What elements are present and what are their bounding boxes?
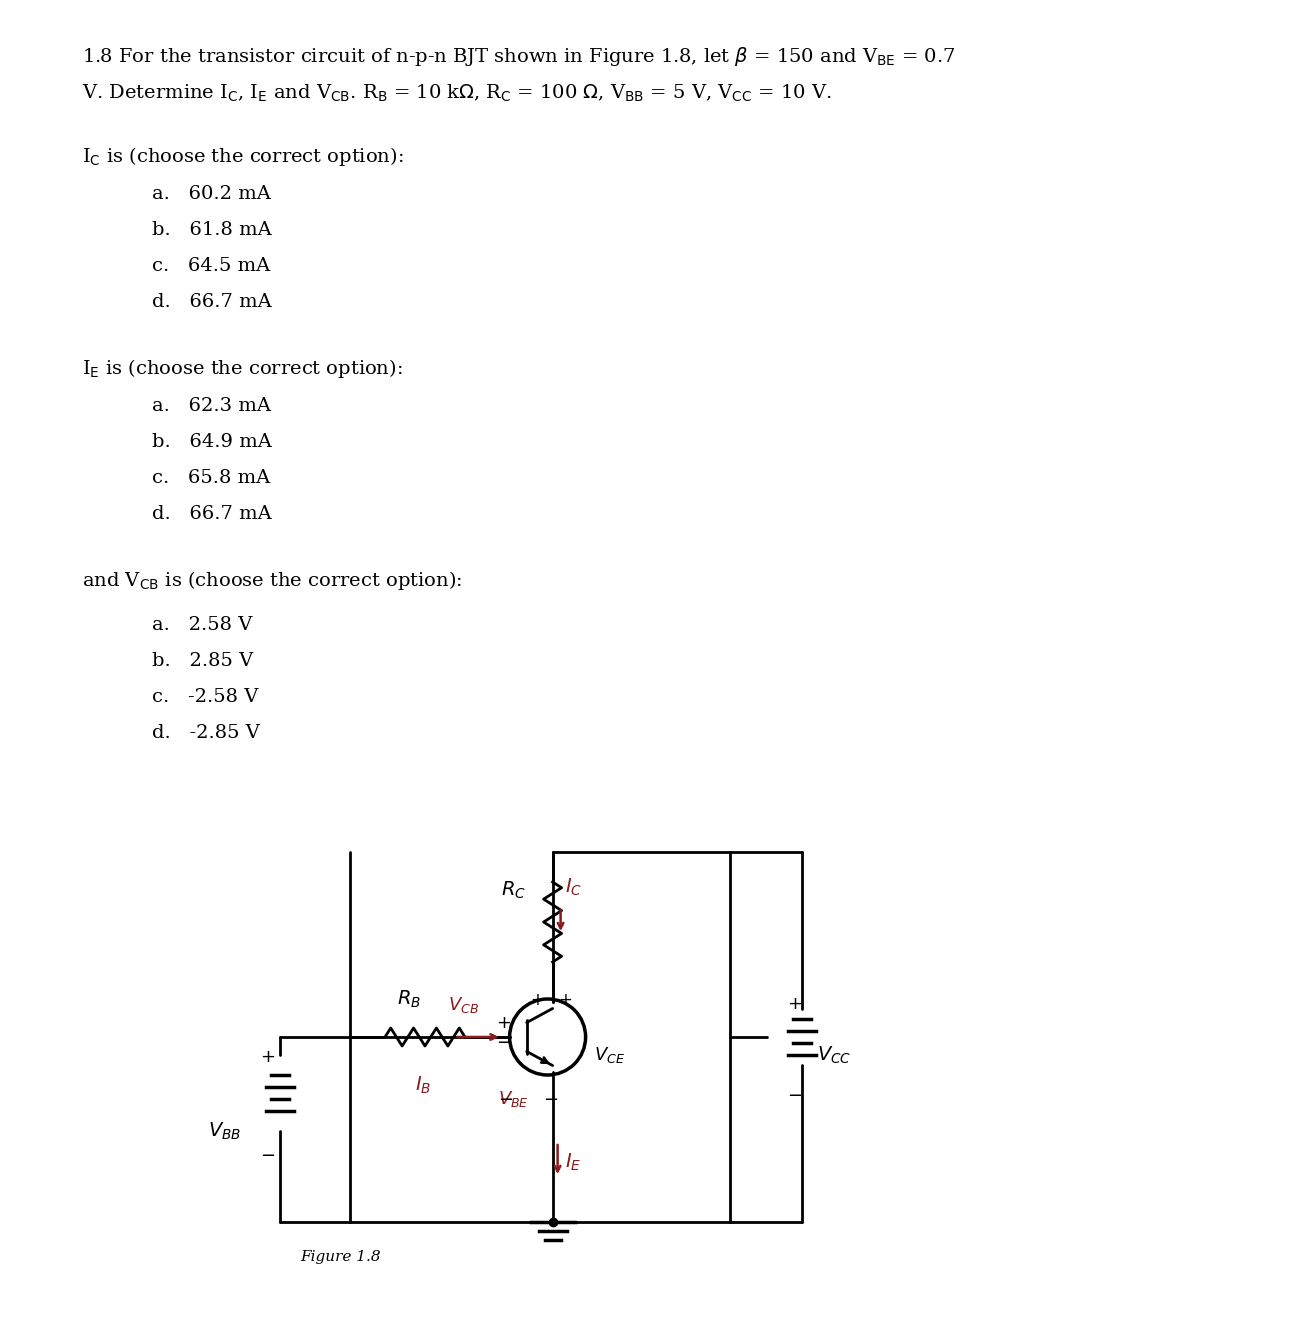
Text: $-$: $-$ [543, 1089, 557, 1108]
Text: $-$: $-$ [495, 1033, 511, 1050]
Text: V. Determine I$_\mathrm{C}$, I$_\mathrm{E}$ and V$_\mathrm{CB}$. R$_\mathrm{B}$ : V. Determine I$_\mathrm{C}$, I$_\mathrm{… [83, 83, 832, 104]
Text: d.   66.7 mA: d. 66.7 mA [152, 292, 272, 311]
Text: a.   62.3 mA: a. 62.3 mA [152, 396, 271, 415]
Text: b.   61.8 mA: b. 61.8 mA [152, 221, 272, 238]
Text: $V_{BB}$: $V_{BB}$ [208, 1121, 241, 1142]
Text: I$_\mathrm{C}$ is (choose the correct option):: I$_\mathrm{C}$ is (choose the correct op… [83, 145, 404, 169]
Text: $+$: $+$ [557, 992, 571, 1009]
Text: $-$: $-$ [261, 1144, 275, 1163]
Text: $I_E$: $I_E$ [565, 1152, 580, 1173]
Text: a.   60.2 mA: a. 60.2 mA [152, 184, 271, 203]
Text: I$_\mathrm{E}$ is (choose the correct option):: I$_\mathrm{E}$ is (choose the correct op… [83, 357, 402, 381]
Text: $+$: $+$ [261, 1047, 275, 1065]
Text: a.   2.58 V: a. 2.58 V [152, 616, 253, 633]
Text: $I_C$: $I_C$ [565, 877, 582, 898]
Text: $-$: $-$ [498, 1089, 512, 1108]
Text: $R_C$: $R_C$ [501, 880, 525, 901]
Text: $R_B$: $R_B$ [397, 989, 421, 1010]
Text: $V_{BE}$: $V_{BE}$ [498, 1089, 529, 1109]
Text: $V_{CE}$: $V_{CE}$ [593, 1044, 624, 1065]
Text: and V$_\mathrm{CB}$ is (choose the correct option):: and V$_\mathrm{CB}$ is (choose the corre… [83, 569, 462, 593]
Text: $+$: $+$ [495, 1014, 511, 1033]
Text: c.   -2.58 V: c. -2.58 V [152, 687, 258, 706]
Text: b.   2.85 V: b. 2.85 V [152, 652, 253, 670]
Text: d.   66.7 mA: d. 66.7 mA [152, 504, 272, 523]
Text: $+$: $+$ [787, 996, 802, 1013]
Text: 1.8 For the transistor circuit of n-p-n BJT shown in Figure 1.8, let $\beta$ = 1: 1.8 For the transistor circuit of n-p-n … [83, 45, 956, 68]
Text: $I_B$: $I_B$ [415, 1075, 431, 1096]
Text: d.   -2.85 V: d. -2.85 V [152, 724, 259, 741]
Text: c.   65.8 mA: c. 65.8 mA [152, 469, 270, 487]
Text: b.   64.9 mA: b. 64.9 mA [152, 433, 272, 450]
Text: $V_{CC}$: $V_{CC}$ [817, 1044, 851, 1067]
Text: $+$: $+$ [530, 992, 543, 1009]
Text: $-$: $-$ [787, 1085, 802, 1104]
Text: $V_{CB}$: $V_{CB}$ [448, 996, 479, 1015]
Text: c.   64.5 mA: c. 64.5 mA [152, 257, 270, 275]
Text: Figure 1.8: Figure 1.8 [301, 1250, 381, 1264]
